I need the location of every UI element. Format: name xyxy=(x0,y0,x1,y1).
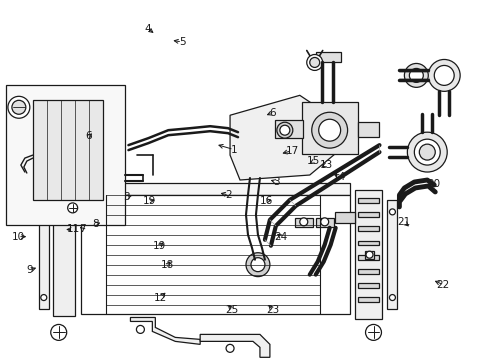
Bar xyxy=(357,269,379,274)
Bar xyxy=(357,198,379,203)
Bar xyxy=(357,283,379,288)
Text: 16: 16 xyxy=(259,196,272,206)
Circle shape xyxy=(427,59,459,91)
Circle shape xyxy=(309,58,319,67)
Circle shape xyxy=(279,125,289,135)
Circle shape xyxy=(276,122,292,138)
Text: 14: 14 xyxy=(332,172,346,182)
Circle shape xyxy=(408,68,423,82)
Circle shape xyxy=(311,112,347,148)
Text: 11: 11 xyxy=(66,225,80,234)
Bar xyxy=(357,240,379,246)
Polygon shape xyxy=(200,334,269,357)
Text: 9: 9 xyxy=(26,265,32,275)
Bar xyxy=(354,190,382,319)
Text: 17: 17 xyxy=(285,145,298,156)
Bar xyxy=(301,102,357,154)
Text: 3: 3 xyxy=(272,177,279,187)
Circle shape xyxy=(407,132,447,172)
Circle shape xyxy=(41,209,47,215)
Text: 3: 3 xyxy=(123,192,130,202)
Circle shape xyxy=(433,66,453,85)
Text: 22: 22 xyxy=(436,280,449,290)
Bar xyxy=(357,122,379,137)
Text: 4: 4 xyxy=(144,24,151,34)
Circle shape xyxy=(320,218,328,226)
Bar xyxy=(357,212,379,217)
Bar xyxy=(315,53,340,62)
Text: 5: 5 xyxy=(179,37,185,47)
Circle shape xyxy=(299,218,307,226)
Text: 13: 13 xyxy=(319,160,332,170)
Bar xyxy=(274,120,302,138)
Text: 7: 7 xyxy=(80,225,86,234)
Polygon shape xyxy=(67,179,78,187)
Circle shape xyxy=(12,100,26,114)
Text: 6: 6 xyxy=(269,108,276,118)
Bar xyxy=(6,85,125,225)
Text: 8: 8 xyxy=(92,219,99,229)
Circle shape xyxy=(388,294,395,301)
Text: 12: 12 xyxy=(154,293,167,303)
Polygon shape xyxy=(364,251,374,259)
Bar xyxy=(334,212,354,223)
Bar xyxy=(357,226,379,231)
Text: 2: 2 xyxy=(225,190,232,200)
Text: 21: 21 xyxy=(397,217,410,227)
Bar xyxy=(357,255,379,260)
Circle shape xyxy=(365,324,381,340)
Text: 18: 18 xyxy=(161,260,174,270)
Circle shape xyxy=(366,251,372,258)
Text: 20: 20 xyxy=(426,179,439,189)
Text: 23: 23 xyxy=(265,305,279,315)
Bar xyxy=(53,187,75,316)
Circle shape xyxy=(245,253,269,276)
Bar xyxy=(399,71,428,80)
Bar xyxy=(81,183,349,195)
Circle shape xyxy=(41,294,47,301)
Text: 24: 24 xyxy=(274,232,287,242)
Polygon shape xyxy=(130,318,200,345)
Circle shape xyxy=(306,54,322,71)
Circle shape xyxy=(67,203,78,213)
Bar xyxy=(81,195,349,315)
Circle shape xyxy=(225,345,234,352)
Circle shape xyxy=(250,258,264,272)
Text: 19: 19 xyxy=(152,241,165,251)
Circle shape xyxy=(388,209,395,215)
Text: 19: 19 xyxy=(142,196,156,206)
Text: 6: 6 xyxy=(85,131,92,141)
Circle shape xyxy=(51,324,66,340)
Bar xyxy=(294,218,312,227)
Bar xyxy=(357,297,379,302)
Circle shape xyxy=(404,63,427,87)
Bar xyxy=(39,200,49,310)
Circle shape xyxy=(419,144,434,160)
Text: 1: 1 xyxy=(230,144,237,154)
Circle shape xyxy=(413,139,439,165)
Circle shape xyxy=(136,325,144,333)
Polygon shape xyxy=(229,95,339,180)
Bar xyxy=(315,218,333,227)
Bar xyxy=(33,100,102,200)
Text: 10: 10 xyxy=(11,232,24,242)
Text: 25: 25 xyxy=(225,305,239,315)
Polygon shape xyxy=(399,180,434,207)
Circle shape xyxy=(318,119,340,141)
Text: 15: 15 xyxy=(306,156,320,166)
Bar xyxy=(386,200,397,310)
Circle shape xyxy=(69,180,76,186)
Circle shape xyxy=(8,96,30,118)
